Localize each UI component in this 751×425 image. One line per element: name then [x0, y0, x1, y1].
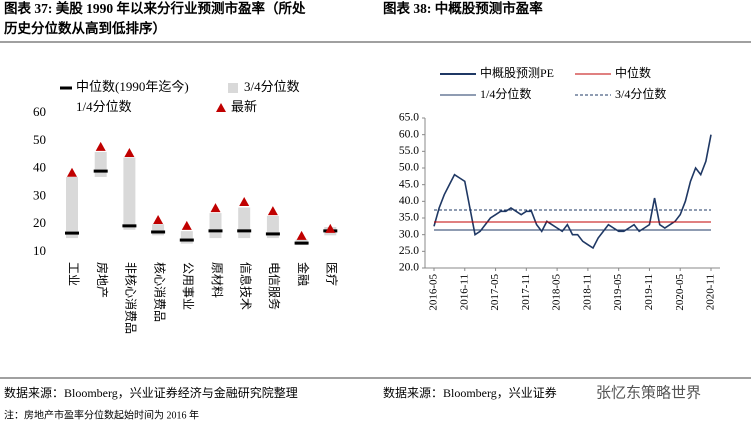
range-bar: [180, 231, 193, 244]
latest-marker: [210, 203, 221, 213]
legend-swatch: [228, 83, 238, 93]
x-tick-label: 2019-11: [643, 274, 655, 310]
y-tick-label: 25.0: [399, 245, 419, 257]
x-tick-label: 2020-05: [674, 274, 686, 311]
legend-label: 3/4分位数: [244, 79, 300, 94]
y-tick-label: 45.0: [399, 178, 419, 190]
legend-label: 1/4分位数: [480, 86, 531, 101]
median-mark: [265, 232, 280, 236]
right-title: 图表 38: 中概股预测市盈率: [383, 0, 543, 16]
median-mark: [122, 224, 137, 228]
range-bar: [238, 207, 251, 239]
latest-marker: [67, 167, 77, 177]
y-tick-label: 65.0: [399, 112, 419, 124]
x-tick-label: 公用事业: [181, 262, 195, 310]
left-title: 图表 37: 美股 1990 年以来分行业预测市盈率（所处: [4, 0, 306, 16]
median-mark: [179, 238, 194, 242]
x-tick-label: 2019-05: [612, 274, 624, 311]
x-tick-label: 2017-11: [520, 274, 532, 310]
x-tick-label: 2016-05: [428, 274, 440, 311]
x-tick-label: 原材料: [210, 262, 224, 298]
y-tick-label: 20.0: [399, 262, 419, 274]
x-tick-label: 医疗: [325, 262, 339, 286]
latest-marker: [124, 148, 135, 158]
y-tick-label: 60: [33, 104, 46, 119]
x-tick-label: 工业: [66, 262, 80, 286]
y-tick-label: 35.0: [399, 212, 419, 224]
median-mark: [294, 241, 309, 245]
legend-label: 中位数(1990年迄今): [76, 79, 189, 94]
y-tick-label: 20: [33, 215, 46, 230]
latest-marker: [296, 230, 307, 240]
y-tick-label: 40.0: [399, 195, 419, 207]
latest-marker: [95, 141, 106, 151]
legend-label: 1/4分位数: [76, 99, 132, 114]
x-tick-label: 房地产: [95, 262, 110, 298]
legend-swatch: [60, 103, 70, 113]
y-tick-label: 55.0: [399, 145, 419, 157]
latest-marker: [239, 196, 250, 206]
x-tick-label: 金融: [296, 262, 311, 286]
range-bar: [209, 213, 222, 239]
median-mark: [237, 229, 252, 233]
median-mark: [208, 229, 223, 233]
x-tick-label: 2016-11: [458, 274, 470, 310]
legend-label: 3/4分位数: [615, 86, 666, 101]
y-tick-label: 40: [33, 160, 46, 175]
legend-label: 中概股预测PE: [480, 65, 554, 80]
watermark: 张忆东策略世界: [596, 384, 701, 401]
y-tick-label: 30.0: [399, 228, 419, 240]
latest-marker: [181, 220, 192, 230]
median-mark: [93, 169, 108, 173]
source: 数据来源：Bloomberg，兴业证券: [383, 385, 557, 400]
x-tick-label: 信息技术: [238, 262, 253, 310]
x-tick-label: 电信服务: [267, 262, 282, 310]
legend-label: 中位数: [615, 65, 651, 80]
median-mark: [65, 231, 79, 235]
range-bar: [152, 224, 165, 236]
x-tick-label: 2018-05: [551, 274, 563, 311]
note: 注：房地产市盈率分位数起始时间为 2016 年: [4, 408, 199, 421]
pe-line: [433, 134, 712, 250]
median-mark: [151, 230, 166, 234]
y-tick-label: 50: [33, 132, 46, 147]
x-tick-label: 核心消费品: [152, 262, 166, 322]
y-tick-label: 60.0: [399, 128, 419, 140]
x-tick-label: 2017-05: [489, 274, 501, 311]
latest-marker: [153, 215, 164, 225]
latest-marker: [267, 206, 278, 216]
legend-swatch: [60, 86, 72, 90]
range-bar: [94, 151, 107, 177]
range-bar: [123, 157, 136, 230]
x-tick-label: 2020-11: [705, 274, 717, 310]
x-tick-label: 2018-11: [581, 274, 593, 310]
left-title: 历史分位数从高到低排序）: [4, 20, 166, 36]
y-tick-label: 30: [33, 187, 46, 202]
x-tick-label: 非核心消费品: [124, 262, 138, 334]
y-tick-label: 50.0: [399, 162, 419, 174]
y-tick-label: 10: [33, 243, 46, 258]
legend-swatch: [216, 103, 226, 112]
range-bar: [66, 176, 78, 239]
source: 数据来源：Bloomberg，兴业证券经济与金融研究院整理: [4, 385, 298, 400]
latest-marker: [325, 223, 336, 233]
legend-label: 最新: [231, 99, 257, 114]
